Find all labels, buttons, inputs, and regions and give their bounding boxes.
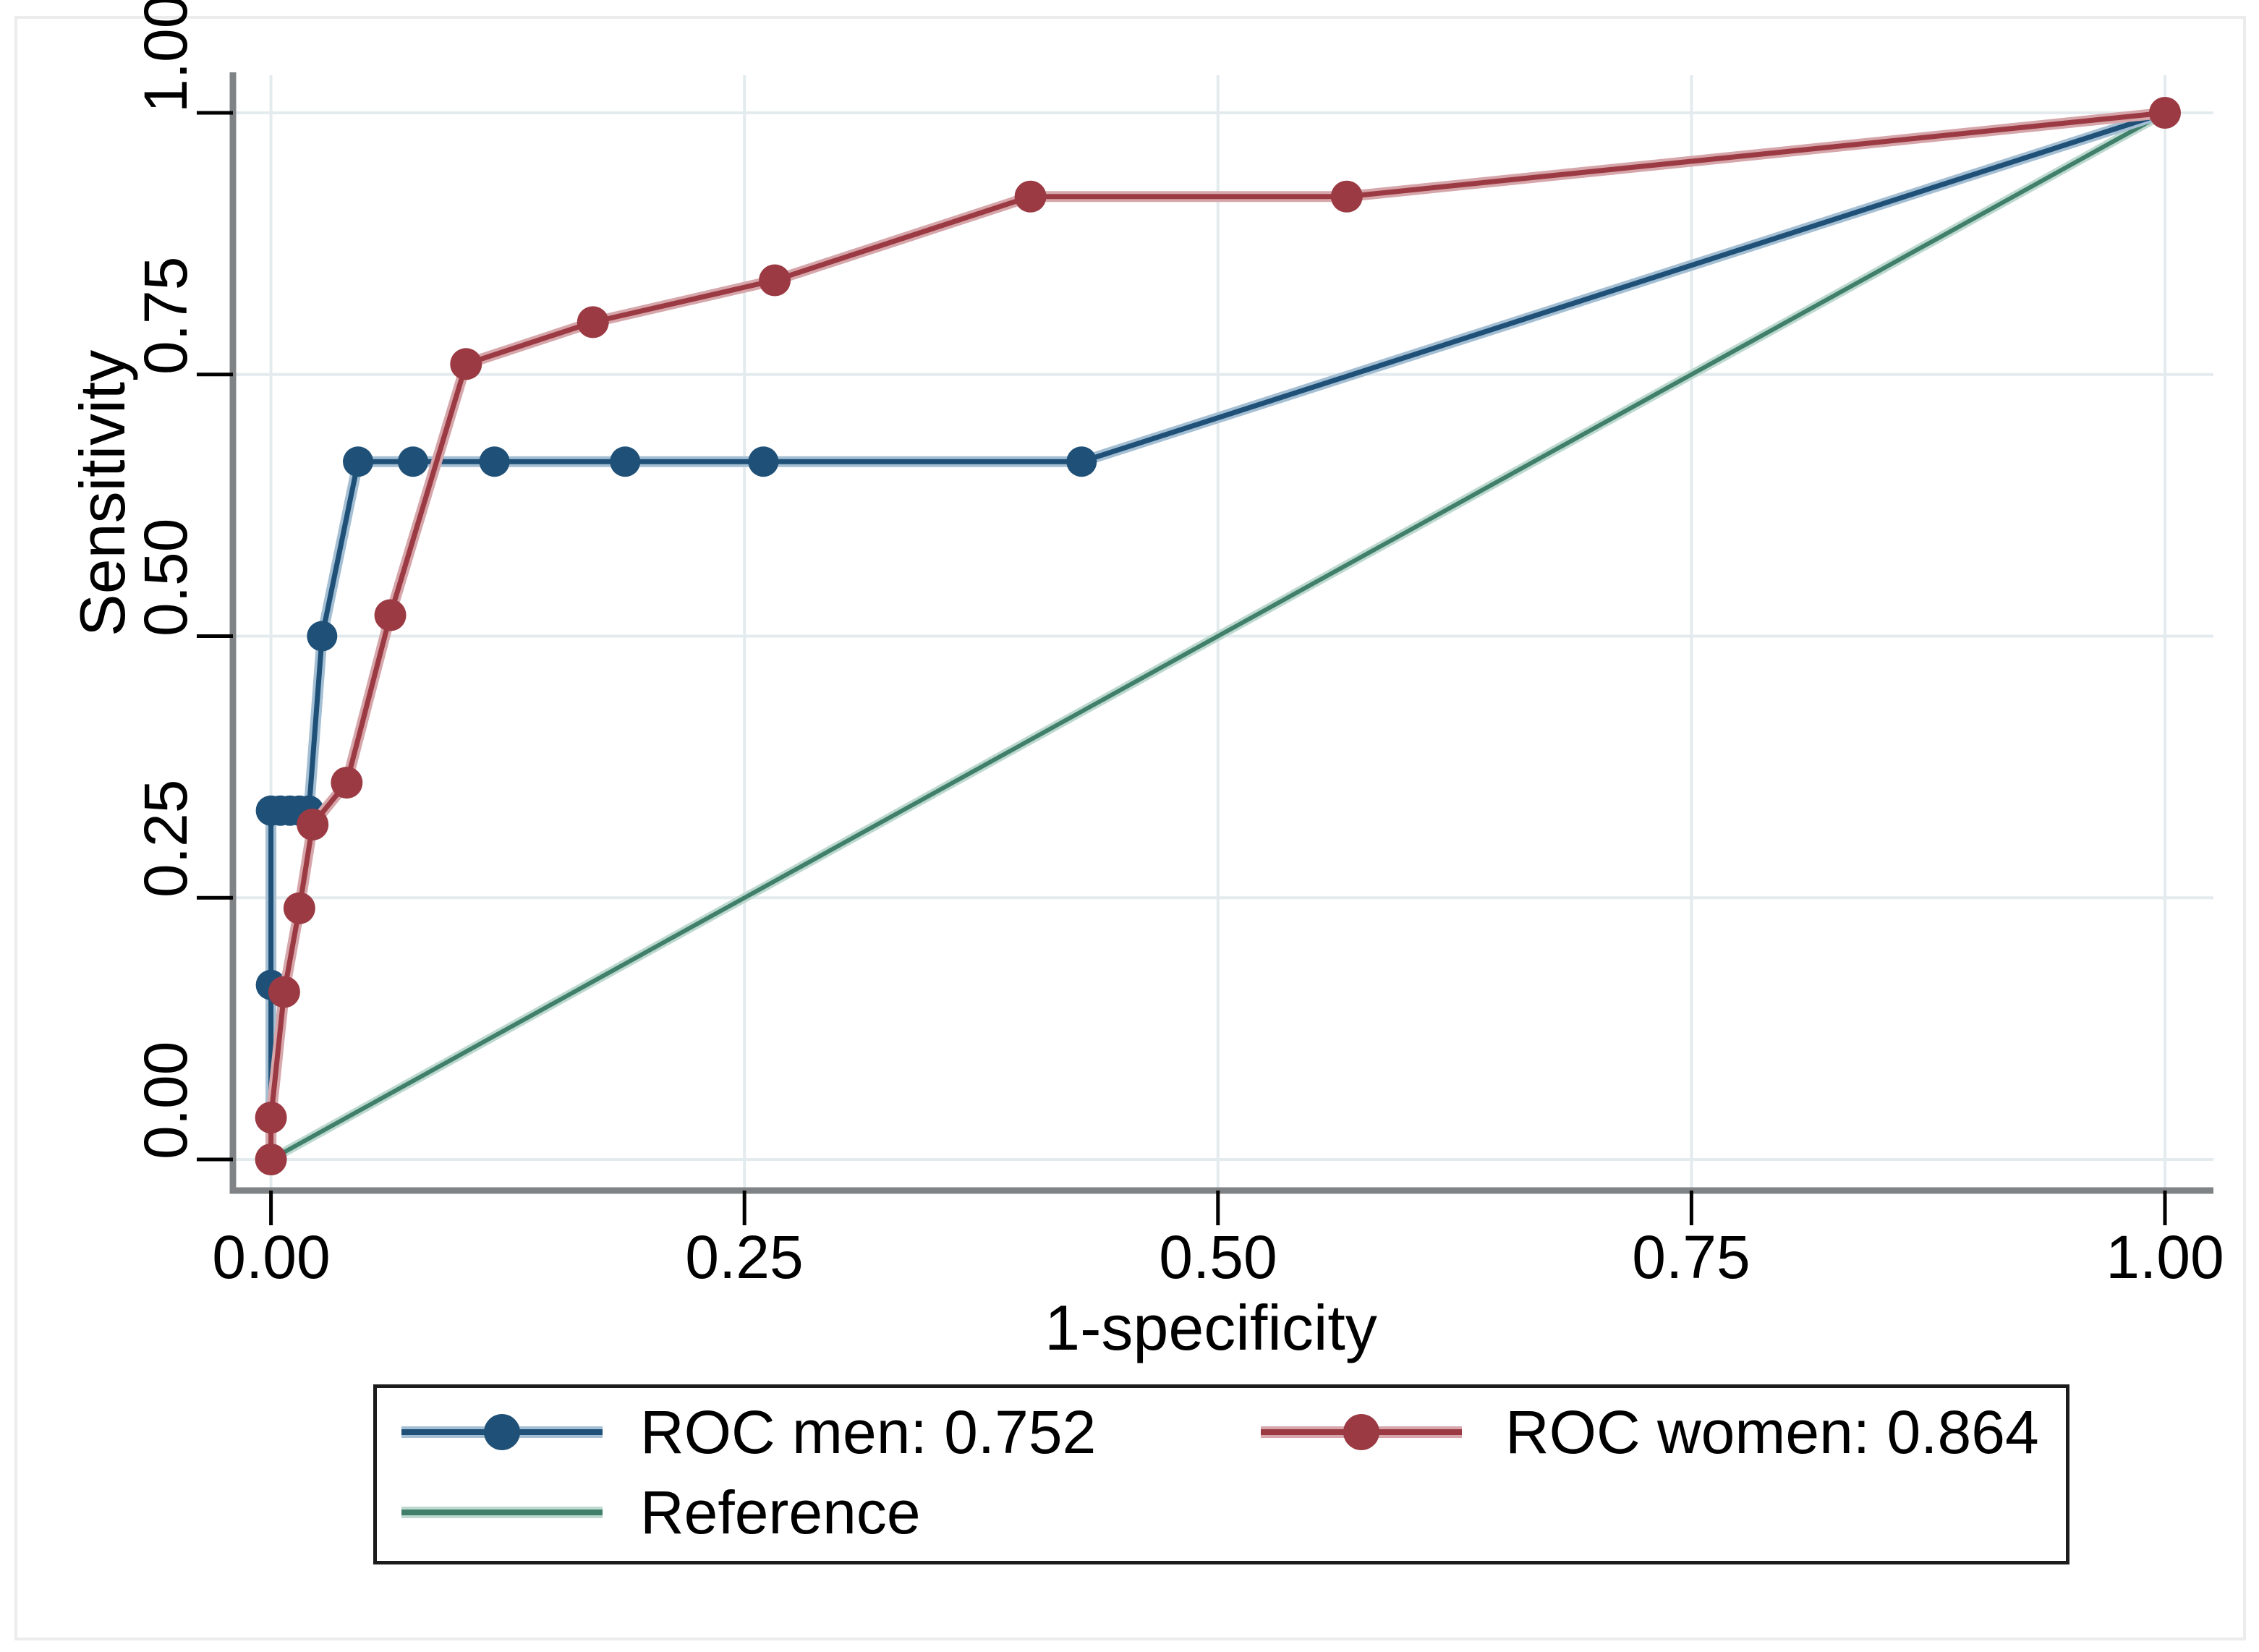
roc-men-marker bbox=[343, 446, 374, 477]
legend-sample-roc-men bbox=[401, 1414, 603, 1450]
roc-women-marker bbox=[331, 767, 363, 799]
legend-box: ROC men: 0.752 ROC women: 0.864 Referenc… bbox=[373, 1384, 2069, 1564]
x-tick-label-075: 0.75 bbox=[1632, 1223, 1750, 1291]
x-tick-label-100: 1.00 bbox=[2106, 1223, 2224, 1291]
x-tick-label-0: 0.00 bbox=[212, 1223, 331, 1291]
roc-men-marker bbox=[610, 446, 641, 477]
x-tick-label-050: 0.50 bbox=[1159, 1223, 1277, 1291]
roc-women-markers bbox=[255, 97, 2181, 1175]
roc-men-marker bbox=[307, 621, 338, 652]
roc-women-marker bbox=[255, 1102, 287, 1134]
axis-lines bbox=[229, 72, 2213, 1194]
legend-label-reference: Reference bbox=[640, 1478, 921, 1546]
roc-women-marker bbox=[2149, 97, 2181, 129]
legend-marker-dot bbox=[1343, 1414, 1379, 1450]
tick-marks bbox=[197, 111, 2167, 1225]
legend-line-core bbox=[401, 1510, 603, 1515]
roc-women-marker bbox=[1330, 180, 1363, 213]
roc-men-marker bbox=[397, 446, 428, 477]
roc-men-marker bbox=[1066, 446, 1097, 477]
legend-sample-reference bbox=[401, 1495, 603, 1530]
reference-line bbox=[268, 111, 2167, 1162]
legend-label-roc-men: ROC men: 0.752 bbox=[640, 1398, 1097, 1466]
roc-men-marker bbox=[479, 446, 510, 477]
x-tick-label-025: 0.25 bbox=[685, 1223, 804, 1291]
roc-women-marker bbox=[1014, 180, 1047, 213]
roc-women-marker bbox=[450, 348, 482, 380]
roc-women-marker bbox=[255, 1144, 287, 1175]
legend-label-roc-women: ROC women: 0.864 bbox=[1505, 1398, 2039, 1466]
roc-women-marker bbox=[374, 599, 407, 631]
roc-women-marker bbox=[283, 892, 315, 924]
legend-sample-roc-women bbox=[1261, 1414, 1462, 1450]
roc-women-marker bbox=[577, 306, 609, 339]
roc-women-marker bbox=[759, 264, 791, 297]
legend-marker-dot bbox=[484, 1414, 520, 1450]
roc-women-marker bbox=[297, 808, 329, 840]
x-axis-title: 1-specificity bbox=[1045, 1292, 1377, 1363]
roc-women-marker bbox=[268, 976, 300, 1008]
roc-men-marker bbox=[748, 446, 779, 477]
